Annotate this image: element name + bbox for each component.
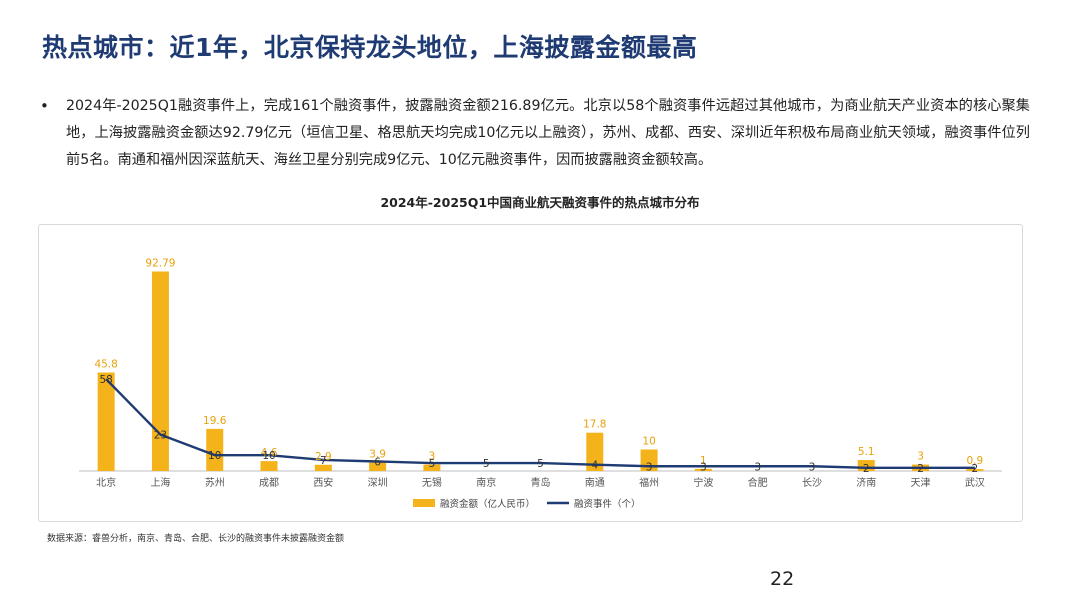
x-tick-label: 宁波 [693,476,713,489]
legend-swatch-amount [413,499,435,507]
x-tick-label: 合肥 [748,476,768,489]
x-tick-label: 福州 [639,476,659,489]
chart-svg: 45.8 92.79 19.6 4.6 2.9 3.9 3 17.8 10 1 5.1 3 0.9 58 2… [79,258,1002,510]
events-line [105,378,975,470]
bar-上海 [151,271,169,471]
bar-value-label: 1 [700,455,707,467]
x-tick-label: 南通 [585,476,605,489]
line-value-label: 6 [374,457,381,469]
x-tick-label: 长沙 [802,477,822,489]
bar-value-label: 5.1 [858,446,875,458]
bar-value-label: 3 [429,451,436,463]
bar-value-label: 0.9 [967,455,984,467]
x-tick-label: 苏州 [205,476,225,489]
bar-value-label: 92.79 [145,258,175,270]
bar-南通 [586,432,604,471]
x-tick-label: 上海 [150,476,170,489]
bar-value-label: 4.6 [261,447,278,459]
chart-container: 45.8 92.79 19.6 4.6 2.9 3.9 3 17.8 10 1 5.1 3 0.9 58 2… [38,224,1023,522]
line-value-label: 2 [917,463,924,475]
bar-value-label: 2.9 [315,451,332,463]
line-value-label: 3 [809,461,816,473]
bar-北京 [97,372,115,471]
line-value-label: 58 [99,374,112,386]
line-value-label: 5 [483,458,490,470]
line-value-label: 7 [320,455,327,467]
line-value-label: 5 [537,458,544,470]
line-value-label: 2 [863,463,870,475]
bar-value-label: 3.9 [369,449,386,461]
bar-济南 [857,460,875,471]
source-note: 数据来源：睿兽分析，南京、青岛、合肥、长沙的融资事件未披露融资金额 [47,534,345,544]
x-tick-label: 济南 [856,476,876,489]
summary-text: 2024年-2025Q1融资事件上，完成161个融资事件，披露融资金额216.8… [66,98,1030,168]
bar-value-label: 3 [917,451,924,463]
bullet-marker: • [40,97,49,115]
bar-苏州 [206,428,224,471]
summary-bullet: • 2024年-2025Q1融资事件上，完成161个融资事件，披露融资金额216… [40,93,1030,174]
bar-value-label: 19.6 [203,415,227,427]
line-value-label: 10 [262,450,275,462]
line-value-label: 3 [754,461,761,473]
bar-value-label: 45.8 [94,359,117,371]
bar-成都 [260,461,278,471]
x-tick-label: 成都 [259,477,279,489]
line-value-label: 2 [972,463,979,475]
bar-武汉 [966,469,984,471]
bar-value-label: 17.8 [583,419,606,431]
x-tick-label: 天津 [911,477,931,489]
line-value-label: 3 [700,461,707,473]
x-tick-label: 南京 [476,476,496,489]
x-tick-label: 武汉 [965,476,985,489]
line-value-label: 4 [591,460,598,472]
line-value-label: 23 [154,430,167,442]
line-value-label: 5 [429,458,436,470]
line-value-label: 10 [208,450,221,462]
chart-title: 2024年-2025Q1中国商业航天融资事件的热点城市分布 [380,195,700,210]
bar-value-label: 10 [642,436,655,448]
page-number: 22 [770,568,795,590]
bar-西安 [314,464,332,471]
slide-title: 热点城市：近1年，北京保持龙头地位，上海披露金额最高 [42,33,698,62]
legend-label-events: 融资事件（个） [574,498,641,510]
bar-宁波 [694,468,712,471]
x-tick-label: 北京 [96,476,116,489]
x-tick-label: 青岛 [531,476,551,489]
line-value-label: 3 [646,461,653,473]
x-tick-label: 无锡 [422,476,442,489]
x-tick-label: 深圳 [368,477,388,489]
bar-无锡 [423,464,441,471]
legend-label-amount: 融资金额（亿人民币） [440,498,535,510]
x-tick-label: 西安 [313,476,333,489]
bar-深圳 [369,462,387,471]
